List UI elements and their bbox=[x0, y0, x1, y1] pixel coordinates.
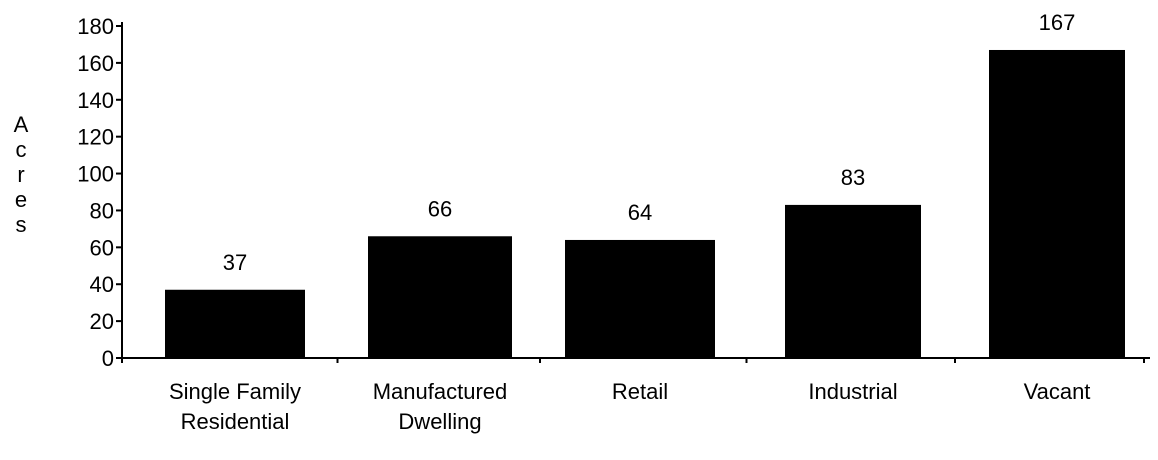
y-axis-label-char: c bbox=[16, 137, 27, 162]
bar-value-label: 64 bbox=[628, 200, 652, 225]
bar-value-label: 37 bbox=[223, 250, 247, 275]
bar-value-label: 66 bbox=[428, 196, 452, 221]
bar-value-label: 167 bbox=[1039, 10, 1076, 35]
y-axis-label-char: r bbox=[17, 162, 24, 187]
y-tick-label: 100 bbox=[77, 162, 114, 187]
bar bbox=[165, 289, 305, 358]
category-label: Single Family Residential bbox=[169, 379, 301, 434]
y-tick-label: 0 bbox=[102, 346, 114, 371]
category-label-line: Single Family bbox=[169, 379, 301, 404]
y-tick-label: 180 bbox=[77, 14, 114, 39]
category-label-line: Manufactured bbox=[373, 379, 508, 404]
category-label-line: Vacant bbox=[1024, 379, 1091, 404]
y-axis-ticks: 0 20 40 60 80 100 120 140 160 180 bbox=[77, 14, 122, 371]
bar bbox=[565, 239, 715, 358]
category-label: Manufactured Dwelling bbox=[373, 379, 508, 434]
y-axis-label-char: s bbox=[16, 212, 27, 237]
bar bbox=[989, 49, 1125, 358]
bars bbox=[165, 49, 1125, 358]
category-label-line: Industrial bbox=[808, 379, 897, 404]
category-label-line: Residential bbox=[181, 409, 290, 434]
y-tick-label: 140 bbox=[77, 88, 114, 113]
y-axis-label-char: e bbox=[15, 187, 27, 212]
bar bbox=[785, 204, 921, 358]
y-tick-label: 80 bbox=[90, 198, 114, 223]
bar-value-label: 83 bbox=[841, 165, 865, 190]
y-tick-label: 120 bbox=[77, 125, 114, 150]
category-label: Vacant bbox=[1024, 379, 1091, 404]
y-tick-label: 60 bbox=[90, 235, 114, 260]
category-label: Retail bbox=[612, 379, 668, 404]
category-label: Industrial bbox=[808, 379, 897, 404]
y-tick-label: 20 bbox=[90, 309, 114, 334]
category-labels: Single Family Residential Manufactured Dwel… bbox=[169, 379, 1090, 434]
category-label-line: Dwelling bbox=[398, 409, 481, 434]
bar bbox=[368, 236, 512, 358]
y-tick-label: 160 bbox=[77, 51, 114, 76]
y-tick-label: 40 bbox=[90, 272, 114, 297]
category-label-line: Retail bbox=[612, 379, 668, 404]
data-labels: 37 66 64 83 167 bbox=[223, 10, 1076, 275]
y-axis-label-char: A bbox=[14, 112, 29, 137]
